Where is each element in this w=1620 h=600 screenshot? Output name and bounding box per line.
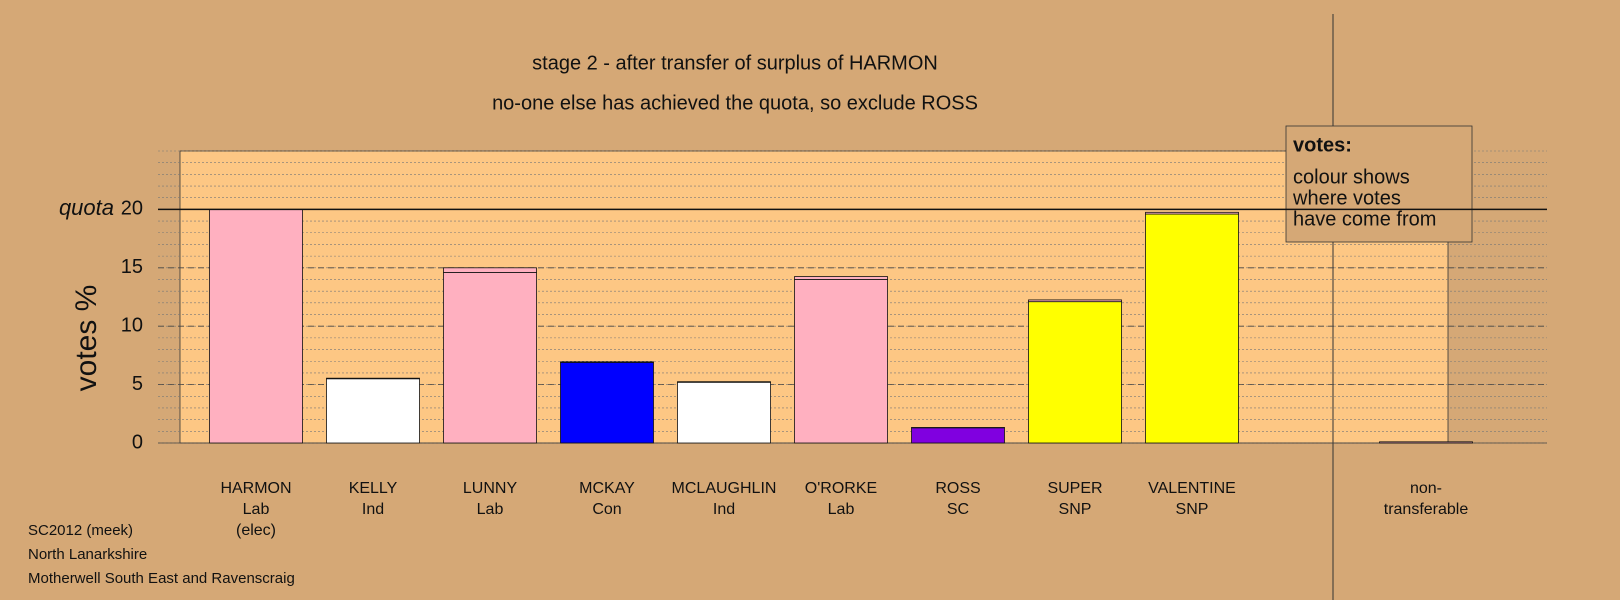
y-tick-label: 0	[132, 431, 143, 453]
bar-segment	[1379, 441, 1473, 444]
x-tick-label: VALENTINE	[1148, 480, 1236, 497]
bar-segment	[1145, 213, 1239, 444]
bar-segment	[326, 377, 420, 380]
bar-segment	[677, 381, 771, 444]
x-tick-label: SUPER	[1047, 480, 1102, 497]
bar-segment	[560, 361, 654, 363]
x-tick-label: ROSS	[935, 480, 980, 497]
chart-subtitle: no-one else has achieved the quota, so e…	[492, 92, 978, 114]
party-label: SC	[947, 501, 969, 518]
bar-segment	[794, 279, 888, 444]
bar-segment	[209, 208, 303, 444]
footer: SC2012 (meek)	[28, 522, 133, 539]
x-tick-label: O'RORKE	[805, 480, 877, 497]
y-tick-label: 5	[132, 373, 143, 395]
bar-segment	[1028, 299, 1122, 303]
y-axis-label: votes %	[70, 285, 103, 392]
bar-segment	[911, 427, 1005, 444]
party-label: Ind	[713, 501, 735, 518]
bar-segment	[1028, 301, 1122, 444]
legend: votes: colour shows where votes have com…	[1285, 125, 1473, 243]
y-tick-label: 15	[121, 256, 143, 278]
y-tick-label: 20	[121, 198, 143, 220]
bar-segment	[443, 272, 537, 444]
chart-title: stage 2 - after transfer of surplus of H…	[532, 52, 938, 74]
bar-segment	[794, 276, 888, 280]
bar-segment	[1145, 211, 1239, 215]
party-label: Lab	[828, 501, 855, 518]
x-tick-label: MCLAUGHLIN	[672, 480, 777, 497]
bar-segment	[560, 362, 654, 444]
footer: North Lanarkshire	[28, 546, 147, 563]
party-label: SNP	[1176, 501, 1209, 518]
x-tick-label: non-	[1410, 480, 1442, 497]
footer: Motherwell South East and Ravenscraig	[28, 570, 295, 587]
legend-title: votes:	[1293, 134, 1352, 156]
bar-segment	[677, 381, 771, 383]
note-label: (elec)	[236, 522, 276, 539]
x-tick-label: HARMON	[220, 480, 291, 497]
legend-text: colour shows	[1293, 166, 1410, 188]
x-tick-label: LUNNY	[463, 480, 518, 497]
party-label: SNP	[1059, 501, 1092, 518]
legend-box	[1285, 125, 1473, 243]
party-label: Lab	[477, 501, 504, 518]
legend-text: have come from	[1293, 208, 1436, 230]
y-tick-label: 10	[121, 314, 143, 336]
party-label: Con	[592, 501, 621, 518]
x-tick-label: MCKAY	[579, 480, 635, 497]
legend-text: where votes	[1292, 187, 1401, 209]
x-tick-label: KELLY	[349, 480, 398, 497]
bar-segment	[326, 378, 420, 444]
party-label: transferable	[1384, 501, 1469, 518]
bar-segment	[443, 267, 537, 273]
bars	[209, 208, 1473, 444]
quota-label: quota	[59, 195, 114, 220]
party-label: Lab	[243, 501, 270, 518]
party-label: Ind	[362, 501, 384, 518]
